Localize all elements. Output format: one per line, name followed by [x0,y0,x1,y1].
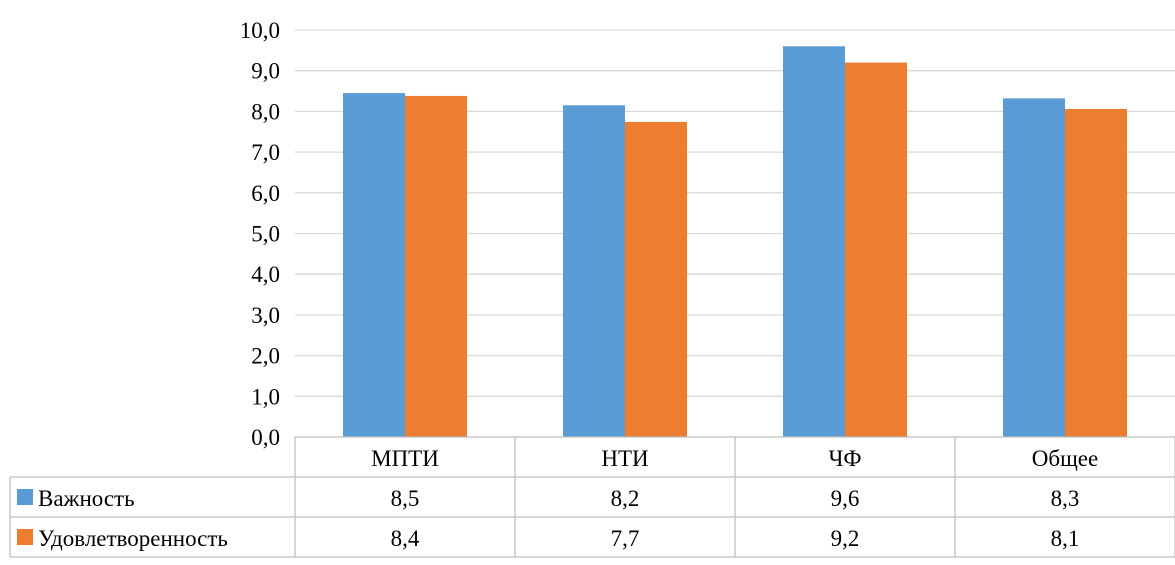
data-label: 9,6 [831,486,860,511]
category-label: Общее [1032,446,1098,471]
category-label: МПТИ [371,446,439,471]
y-tick-label: 4,0 [251,262,280,287]
y-tick-label: 0,0 [251,425,280,450]
data-label: 7,7 [611,526,640,551]
bars [343,46,1127,438]
category-label: ЧФ [828,446,861,471]
bar-series-1 [343,93,405,438]
data-label: 8,2 [611,486,640,511]
data-table: МПТИ НТИ ЧФ Общее Важность 8,5 8,2 9,6 8,3 Удовле… [9,437,1175,558]
legend-label: Важность [38,486,135,511]
data-label: 8,5 [391,486,420,511]
y-tick-label: 5,0 [251,222,280,247]
y-tick-label: 1,0 [251,384,280,409]
bar-series-2 [845,62,907,438]
y-tick-label: 6,0 [251,181,280,206]
y-tick-label: 7,0 [251,140,280,165]
legend-swatch [17,529,33,545]
legend-swatch [17,489,33,505]
data-label: 8,4 [391,526,420,551]
legend-label: Удовлетворенность [38,526,228,551]
bar-series-2 [625,121,687,438]
bar-series-1 [1003,98,1065,437]
bar-series-1 [783,46,845,437]
category-label: НТИ [601,446,648,471]
data-label: 8,3 [1051,486,1080,511]
y-tick-label: 3,0 [251,303,280,328]
bar-series-2 [405,95,467,438]
y-axis-tick-labels: 0,0 1,0 2,0 3,0 4,0 5,0 6,0 7,0 8,0 9,0 10,0 [240,18,280,450]
y-tick-label: 8,0 [251,99,280,124]
y-tick-label: 9,0 [251,59,280,84]
bar-series-1 [563,105,625,438]
data-label: 9,2 [831,526,860,551]
data-label: 8,1 [1051,526,1080,551]
y-tick-label: 10,0 [240,18,280,43]
bar-series-2 [1065,108,1127,437]
y-tick-label: 2,0 [251,344,280,369]
